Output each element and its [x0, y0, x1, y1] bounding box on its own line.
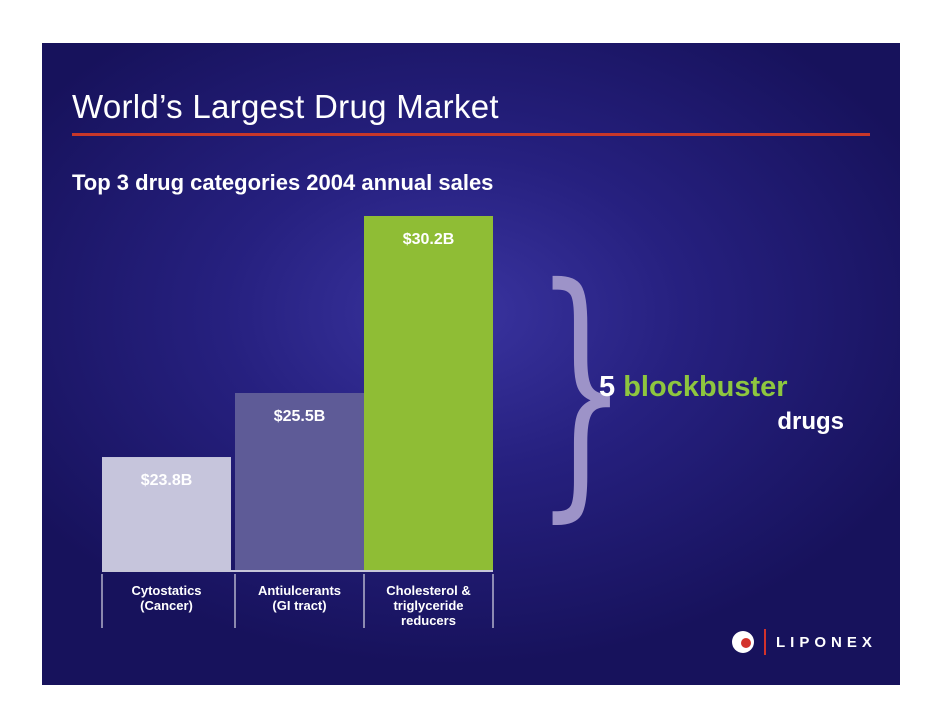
brace-symbol: }: [534, 230, 629, 545]
callout-line-2: drugs: [777, 408, 844, 435]
company-logo: LIPONEX: [732, 627, 877, 657]
callout-number: 5: [599, 371, 616, 403]
bar-2: [364, 216, 493, 570]
category-label-0-1: (Cancer): [140, 598, 193, 613]
category-label-1-1: (GI tract): [272, 598, 326, 613]
category-label-2-0: Cholesterol &: [386, 583, 471, 598]
category-label-2-2: reducers: [401, 613, 456, 628]
category-label-0-0: Cytostatics: [131, 583, 201, 598]
callout-highlight: blockbuster: [623, 371, 788, 403]
bar-1: [235, 393, 364, 570]
title-rule: [72, 133, 870, 136]
slide-subtitle: Top 3 drug categories 2004 annual sales: [72, 170, 494, 195]
bar-value-label-1: $25.5B: [274, 408, 326, 425]
logo-divider: [764, 629, 766, 655]
bar-value-label-2: $30.2B: [403, 231, 455, 248]
bar-value-label-0: $23.8B: [141, 472, 193, 489]
callout-line-1: 5 blockbuster: [599, 371, 788, 404]
slide-title: World’s Largest Drug Market: [72, 88, 499, 125]
logo-text: LIPONEX: [776, 633, 877, 651]
sales-bar-chart: $23.8B $25.5B $30.2B Cytostatics(Cancer) Ant…: [101, 216, 494, 628]
logo-mark-icon: [732, 631, 754, 653]
category-label-1-0: Antiulcerants: [258, 583, 341, 598]
bar-0: [102, 457, 231, 570]
category-label-2-1: triglyceride: [393, 598, 463, 613]
slide: World’s Largest Drug Market Top 3 drug c…: [42, 43, 900, 685]
